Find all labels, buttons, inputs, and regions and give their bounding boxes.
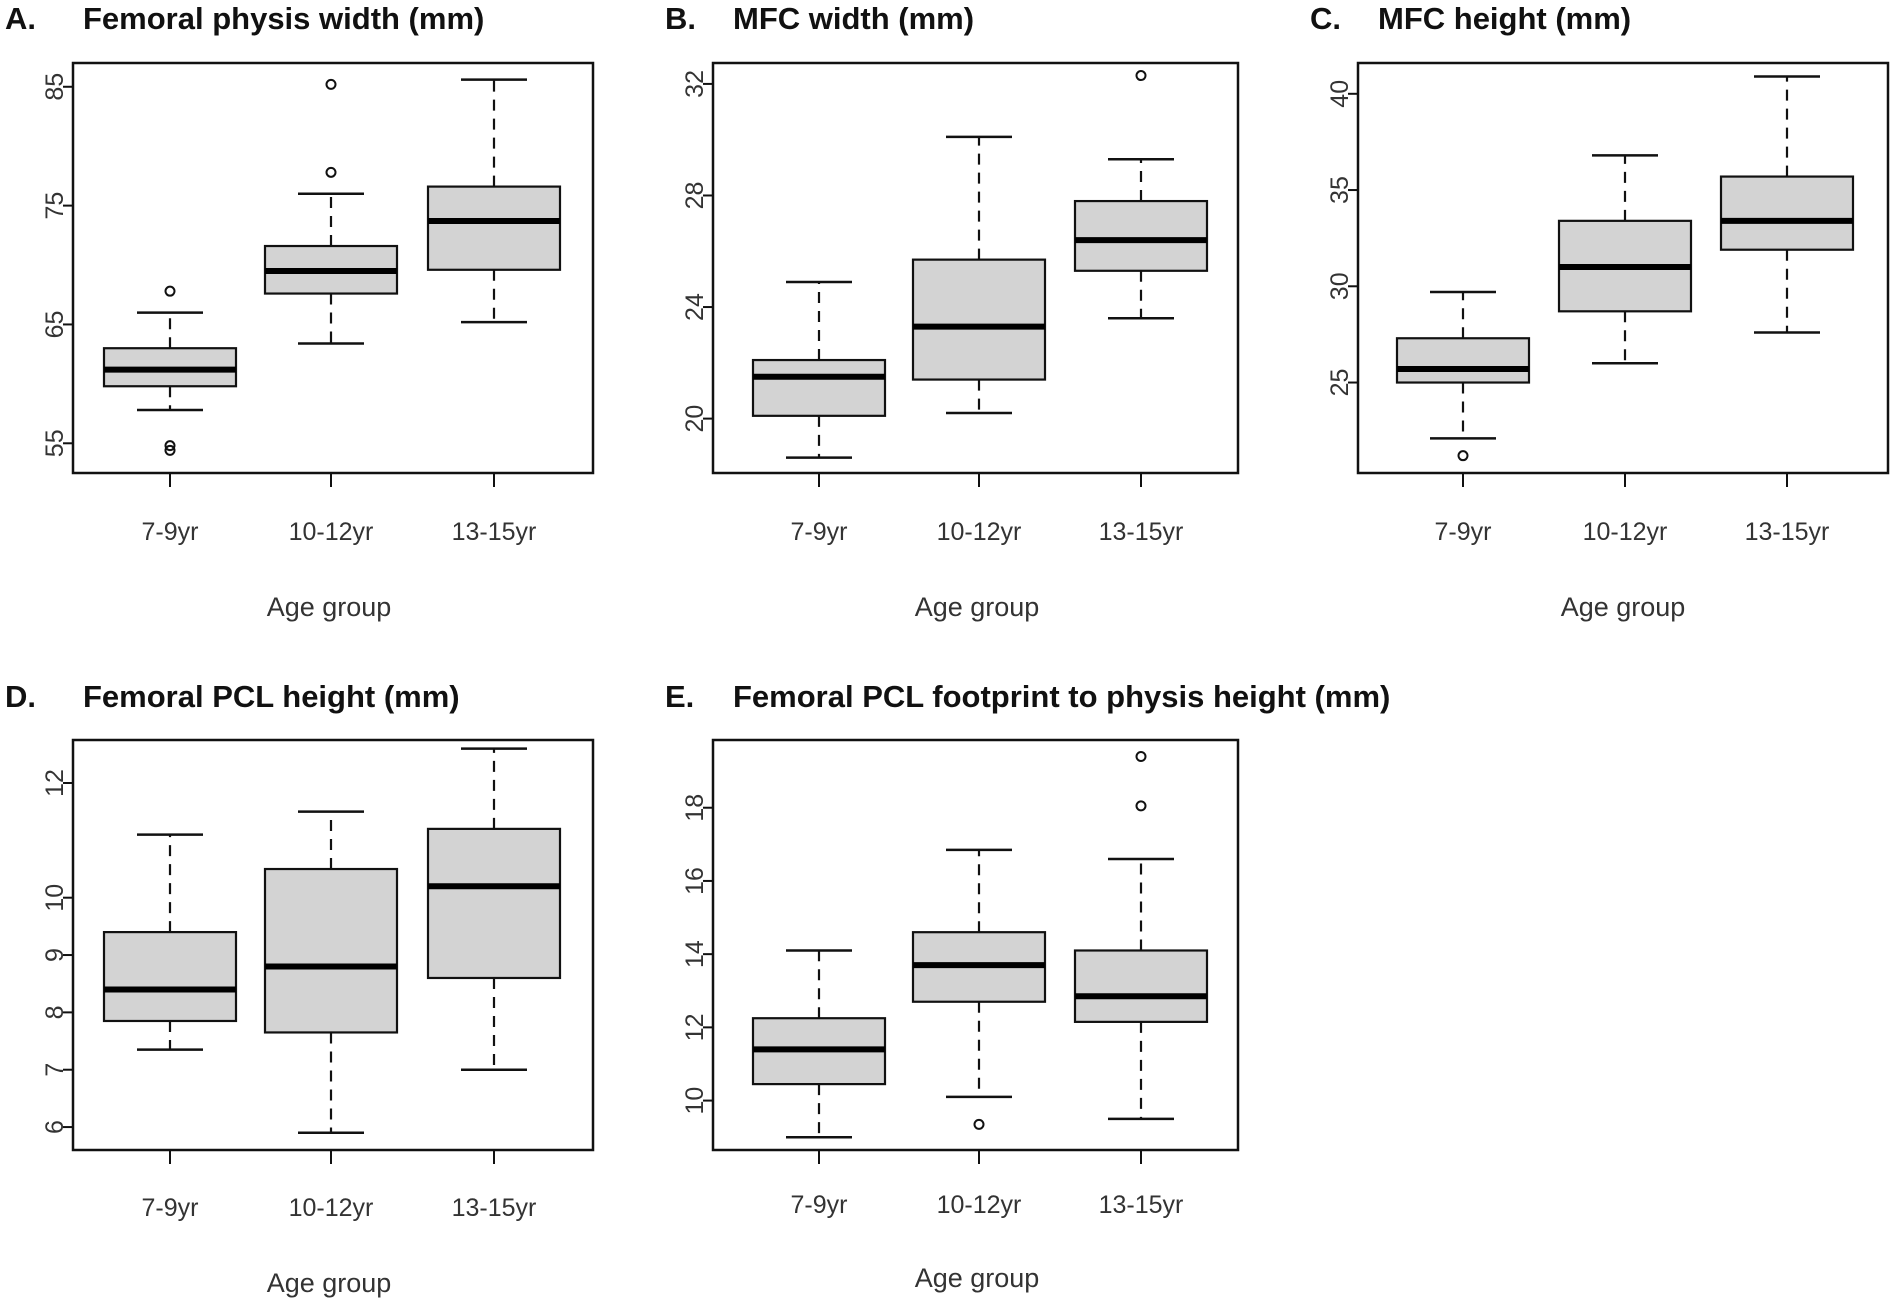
panel-e-y-tick-label-3: 16 — [681, 867, 709, 895]
panel-d-box-10-12yr — [263, 810, 399, 1135]
iqr-box — [1073, 199, 1209, 272]
outlier-point-0 — [325, 78, 337, 90]
panel-b-y-tick-label-1: 24 — [681, 293, 709, 321]
iqr-box — [426, 185, 562, 271]
panel-b-cat-label-0: 7-9yr — [791, 518, 848, 546]
panel-a-cat-label-2: 13-15yr — [452, 518, 537, 546]
outlier-point-0 — [1457, 450, 1469, 462]
panel-b-box-10-12yr — [911, 135, 1047, 415]
panel-e-y-tick-label-2: 14 — [681, 940, 709, 968]
panel-b-cat-label-1: 10-12yr — [937, 518, 1022, 546]
panel-d-y-tick-label-2: 8 — [41, 1005, 69, 1019]
panel-a-box-13-15yr — [426, 78, 562, 324]
outlier-point-2 — [164, 444, 176, 456]
panel-a-x-axis-title: Age group — [267, 592, 392, 622]
panel-d-y-tick-label-4: 10 — [41, 884, 69, 912]
iqr-box — [751, 358, 887, 417]
outlier-point-1 — [325, 166, 337, 178]
panel-e-y-tick-label-0: 10 — [681, 1087, 709, 1115]
panel-b-y-tick-label-0: 20 — [681, 405, 709, 433]
panel-c-cat-label-1: 10-12yr — [1583, 518, 1668, 546]
panel-a-cat-label-0: 7-9yr — [142, 518, 199, 546]
panel-b-letter: B. — [665, 1, 696, 36]
panel-b-y-tick-label-3: 32 — [681, 70, 709, 98]
panel-e-plot-content: 10 12 14 16 18 — [681, 750, 1209, 1164]
panel-e-y-tick-label-1: 12 — [681, 1013, 709, 1041]
panel-e-box-13-15yr — [1073, 750, 1209, 1121]
panel-c-y-tick-label-2: 35 — [1326, 176, 1354, 204]
panel-e-box-10-12yr — [911, 848, 1047, 1130]
panel-a-y-tick-label-0: 55 — [41, 429, 69, 457]
panel-b: B. MFC width (mm) 20 24 28 32 7-9yr 10-12yr… — [665, 1, 1240, 622]
panel-e: E. Femoral PCL footprint to physis heigh… — [665, 679, 1390, 1293]
panel-a: A. Femoral physis width (mm) 55 65 75 85 7-… — [5, 1, 595, 622]
panel-a-title: Femoral physis width (mm) — [83, 1, 484, 36]
panel-e-y-tick-label-4: 18 — [681, 794, 709, 822]
panel-e-x-axis-title: Age group — [915, 1263, 1040, 1293]
panel-c-cat-label-0: 7-9yr — [1435, 518, 1492, 546]
panel-e-box-7-9yr — [751, 949, 887, 1139]
panel-a-y-tick-label-2: 75 — [41, 192, 69, 220]
panel-d-box-7-9yr — [102, 833, 238, 1051]
panel-d: D. Femoral PCL height (mm) 6 7 8 9 10 12 7-9y… — [5, 679, 595, 1298]
panel-c-title: MFC height (mm) — [1378, 1, 1631, 36]
panel-d-x-axis-title: Age group — [267, 1268, 392, 1298]
panel-a-box-10-12yr — [263, 78, 399, 345]
iqr-box — [426, 827, 562, 980]
panel-e-title: Femoral PCL footprint to physis height (… — [733, 679, 1390, 714]
iqr-box — [263, 867, 399, 1034]
panel-a-plot-content: 55 65 75 85 — [41, 73, 562, 487]
panel-b-box-7-9yr — [751, 280, 887, 459]
panel-b-plot-content: 20 24 28 32 — [681, 70, 1209, 487]
outlier-point-1 — [1135, 800, 1147, 812]
outlier-point-0 — [164, 285, 176, 297]
panel-a-letter: A. — [5, 1, 36, 36]
panel-a-box-7-9yr — [102, 285, 238, 456]
outlier-point-1 — [164, 440, 176, 452]
panel-d-plot-content: 6 7 8 9 10 12 — [41, 747, 562, 1164]
panel-c-x-axis-title: Age group — [1561, 592, 1686, 622]
iqr-box — [102, 930, 238, 1023]
panel-c-letter: C. — [1310, 1, 1341, 36]
panel-a-cat-label-1: 10-12yr — [289, 518, 374, 546]
iqr-box — [911, 258, 1047, 381]
panel-c-box-10-12yr — [1557, 154, 1693, 365]
panel-d-y-tick-label-1: 7 — [41, 1063, 69, 1077]
panel-c-y-tick-label-1: 30 — [1326, 272, 1354, 300]
panel-d-box-13-15yr — [426, 747, 562, 1071]
panel-b-x-axis-title: Age group — [915, 592, 1040, 622]
panel-c-box-7-9yr — [1395, 290, 1531, 462]
outlier-point-0 — [973, 1118, 985, 1130]
panel-d-y-tick-label-3: 9 — [41, 948, 69, 962]
panel-c-y-tick-label-0: 25 — [1326, 369, 1354, 397]
panel-e-cat-label-2: 13-15yr — [1099, 1191, 1184, 1219]
panel-b-title: MFC width (mm) — [733, 1, 974, 36]
panel-d-title: Femoral PCL height (mm) — [83, 679, 460, 714]
panel-c-y-tick-label-3: 40 — [1326, 80, 1354, 108]
panel-c-box-13-15yr — [1719, 75, 1855, 334]
panel-b-y-tick-label-2: 28 — [681, 182, 709, 210]
panel-d-y-tick-label-5: 12 — [41, 769, 69, 797]
panel-c: C. MFC height (mm) 25 30 35 40 7-9yr 10-12y… — [1310, 1, 1890, 622]
panel-c-cat-label-2: 13-15yr — [1745, 518, 1830, 546]
panel-c-plot-content: 25 30 35 40 — [1326, 75, 1855, 487]
panel-e-cat-label-0: 7-9yr — [791, 1191, 848, 1219]
panel-a-y-tick-label-3: 85 — [41, 73, 69, 101]
panel-d-y-tick-label-0: 6 — [41, 1120, 69, 1134]
outlier-point-0 — [1135, 750, 1147, 762]
iqr-box — [1395, 337, 1531, 384]
outlier-point-0 — [1135, 70, 1147, 82]
panel-d-cat-label-0: 7-9yr — [142, 1194, 199, 1222]
panel-e-letter: E. — [665, 679, 694, 714]
panel-b-cat-label-2: 13-15yr — [1099, 518, 1184, 546]
iqr-box — [1719, 175, 1855, 251]
panel-a-y-tick-label-1: 65 — [41, 311, 69, 339]
panel-e-cat-label-1: 10-12yr — [937, 1191, 1022, 1219]
panel-b-box-13-15yr — [1073, 70, 1209, 320]
panel-d-letter: D. — [5, 679, 36, 714]
panel-d-cat-label-1: 10-12yr — [289, 1194, 374, 1222]
iqr-box — [1073, 949, 1209, 1023]
panel-d-cat-label-2: 13-15yr — [452, 1194, 537, 1222]
